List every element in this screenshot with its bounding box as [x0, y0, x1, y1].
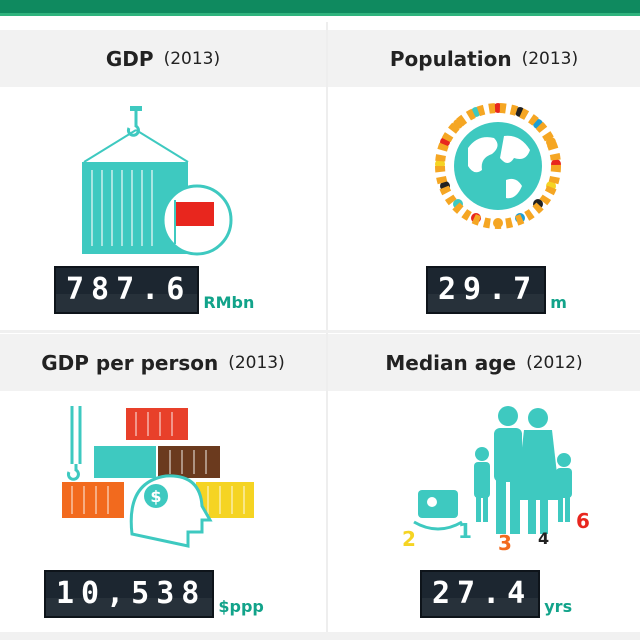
card-year: (2012): [526, 352, 583, 373]
gdp-counter: 787.6 RMbn: [54, 266, 254, 314]
card-title: GDP: [105, 46, 154, 71]
gdp-per-person-value: 10,538: [44, 570, 215, 618]
gdp-per-person-counter: 10,538 $ppp: [44, 570, 264, 618]
column-divider: [326, 22, 328, 632]
median-age-counter: 27.4 yrs: [420, 570, 572, 618]
card-header: GDP per person (2013): [0, 334, 326, 391]
card-year: (2013): [521, 48, 579, 69]
svg-text:$: $: [150, 487, 161, 506]
containers-head-dollar-icon: $: [62, 406, 254, 548]
card-header: GDP (2013): [0, 30, 326, 87]
svg-text:2: 2: [402, 527, 416, 551]
card-header: Median age (2012): [328, 334, 640, 391]
svg-text:1: 1: [458, 519, 472, 543]
bottom-strip: [0, 632, 640, 640]
container-crane-flag-icon: [82, 106, 233, 256]
card-title: Median age: [385, 350, 517, 375]
card-title: GDP per person: [41, 350, 219, 375]
card-header: Population (2013): [328, 30, 640, 87]
gdp-unit: RMbn: [203, 293, 255, 312]
card-gdp: GDP (2013) 787.6 RMbn: [0, 30, 326, 330]
gdp-per-person-unit: $ppp: [218, 597, 264, 616]
median-age-value: 27.4: [420, 570, 541, 618]
card-median-age: Median age (2012) 2 1 3 4 6 27.4 yrs: [328, 334, 640, 632]
median-age-unit: yrs: [544, 597, 573, 616]
globe-people-ring-icon: [435, 103, 561, 229]
card-gdp-per-person: GDP per person (2013) $ 10,538 $ppp: [0, 334, 326, 632]
svg-text:4: 4: [538, 529, 549, 548]
card-year: (2013): [228, 352, 285, 373]
card-year: (2013): [163, 48, 221, 69]
row-divider: [0, 330, 640, 333]
population-value: 29.7: [426, 266, 547, 314]
top-banner-bar: [0, 0, 640, 16]
population-unit: m: [550, 293, 567, 312]
card-population: Population (2013) 29.7 m: [328, 30, 640, 330]
family-icon: 2 1 3 4 6: [402, 406, 590, 554]
population-counter: 29.7 m: [426, 266, 567, 314]
svg-text:6: 6: [576, 509, 590, 533]
card-title: Population: [389, 46, 512, 71]
gdp-value: 787.6: [54, 266, 200, 314]
svg-text:3: 3: [498, 531, 512, 554]
